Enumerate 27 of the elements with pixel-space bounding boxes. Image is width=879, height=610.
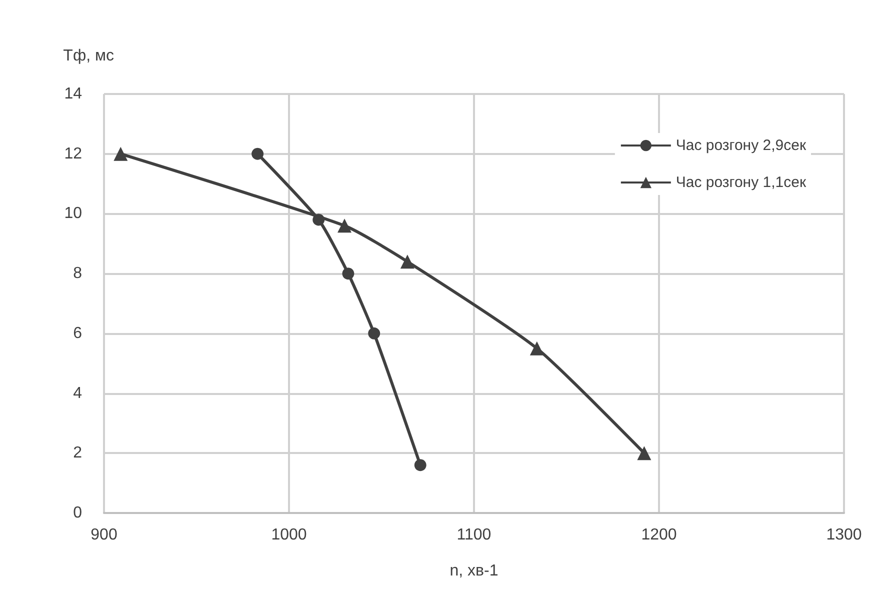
point — [338, 218, 352, 233]
y-tick-label: 8 — [73, 265, 82, 282]
y-tick-label: 6 — [73, 324, 82, 342]
legend-label: Час розгону 1,1сек — [676, 174, 806, 191]
point — [114, 146, 128, 161]
x-tick-label: 1300 — [826, 526, 862, 544]
point — [368, 327, 380, 340]
x-tick-label: 1000 — [271, 526, 307, 544]
y-tick-label: 0 — [73, 504, 82, 522]
point — [400, 254, 414, 269]
x-tick-label: 1200 — [641, 526, 677, 544]
y-tick-label: 14 — [64, 86, 82, 102]
y-tick-label: 2 — [73, 444, 82, 462]
point — [637, 446, 652, 460]
y-tick-label: 10 — [64, 205, 82, 222]
x-tick-label: 900 — [90, 526, 118, 544]
y-tick-label: 4 — [73, 384, 82, 402]
legend-label: Час розгону 2,9сек — [676, 137, 806, 154]
point — [312, 214, 325, 226]
point — [342, 268, 354, 280]
point — [414, 459, 426, 472]
y-axis-title: Тф, мс — [63, 48, 114, 64]
x-tick-label: 1100 — [456, 526, 492, 544]
point — [530, 341, 544, 356]
x-axis-title: n, хв-1 — [450, 562, 498, 580]
y-tick-label: 12 — [64, 145, 82, 162]
point — [252, 148, 264, 160]
